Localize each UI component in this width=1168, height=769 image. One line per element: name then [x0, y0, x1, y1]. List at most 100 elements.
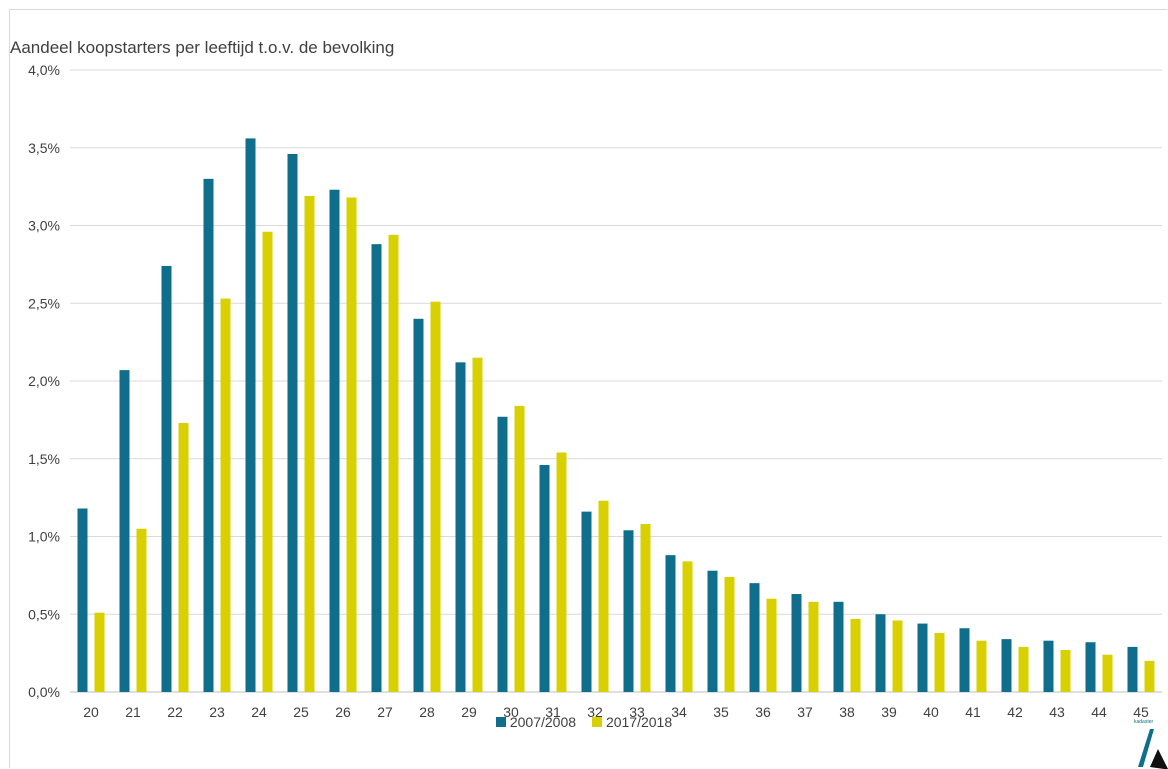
logo-text: kadaster — [1134, 719, 1154, 725]
x-tick-label: 40 — [923, 704, 939, 720]
x-tick-label: 36 — [755, 704, 771, 720]
bar-series-1-41 — [959, 628, 970, 692]
bar-series-2-37 — [808, 601, 819, 692]
bar-series-1-43 — [1043, 640, 1054, 692]
bar-series-1-27 — [371, 244, 382, 692]
legend-swatch-series-1 — [495, 717, 506, 727]
x-tick-label: 29 — [461, 704, 477, 720]
bar-series-2-39 — [892, 620, 903, 692]
bar-series-1-44 — [1085, 642, 1096, 692]
bars — [77, 138, 1155, 693]
bar-series-1-34 — [665, 555, 676, 692]
bar-series-1-24 — [245, 138, 256, 693]
bar-series-2-34 — [682, 561, 693, 692]
bar-series-1-40 — [917, 623, 928, 692]
bar-series-2-25 — [304, 195, 315, 692]
bar-series-2-30 — [514, 405, 525, 692]
chart-title: Aandeel koopstarters per leeftijd t.o.v.… — [10, 38, 395, 57]
bar-series-1-45 — [1127, 646, 1138, 692]
y-tick-label: 1,5% — [28, 451, 60, 467]
y-tick-label: 0,0% — [28, 684, 60, 700]
bar-series-2-31 — [556, 452, 567, 692]
legend-item-series-2: 2017/2018 — [591, 714, 673, 730]
bar-series-2-43 — [1060, 650, 1071, 692]
x-tick-label: 21 — [125, 704, 141, 720]
bar-series-1-25 — [287, 153, 298, 693]
bar-series-1-21 — [119, 370, 130, 692]
bar-series-1-38 — [833, 601, 844, 692]
bar-series-1-39 — [875, 614, 886, 692]
legend-label-series-1: 2007/2008 — [509, 714, 577, 730]
x-tick-label: 22 — [167, 704, 183, 720]
x-tick-label: 27 — [377, 704, 393, 720]
x-tick-label: 41 — [965, 704, 981, 720]
x-tick-label: 44 — [1091, 704, 1107, 720]
bar-series-1-23 — [203, 178, 214, 693]
x-tick-label: 20 — [83, 704, 99, 720]
bar-series-1-22 — [161, 265, 172, 692]
bar-series-2-42 — [1018, 646, 1029, 692]
bar-series-1-32 — [581, 511, 592, 692]
bar-series-1-33 — [623, 530, 634, 692]
x-tick-label: 33 — [629, 704, 645, 720]
x-tick-label: 28 — [419, 704, 435, 720]
y-tick-label: 3,5% — [28, 140, 60, 156]
bar-series-1-35 — [707, 570, 718, 692]
bar-series-2-41 — [976, 640, 987, 692]
x-tick-label: 34 — [671, 704, 687, 720]
legend-item-series-1: 2007/2008 — [495, 714, 577, 730]
x-tick-label: 39 — [881, 704, 897, 720]
bar-series-2-20 — [94, 612, 105, 692]
bar-series-2-36 — [766, 598, 777, 692]
x-tick-label: 26 — [335, 704, 351, 720]
bar-series-2-22 — [178, 422, 189, 692]
bar-series-2-23 — [220, 298, 231, 692]
x-tick-label: 30 — [503, 704, 519, 720]
bar-series-2-44 — [1102, 654, 1113, 692]
bar-series-2-38 — [850, 618, 861, 692]
bar-series-2-27 — [388, 234, 399, 692]
bar-series-2-40 — [934, 632, 945, 692]
bar-series-2-24 — [262, 231, 273, 692]
y-tick-label: 4,0% — [28, 62, 60, 78]
x-tick-label: 23 — [209, 704, 225, 720]
x-tick-label: 24 — [251, 704, 267, 720]
bar-series-2-45 — [1144, 660, 1155, 692]
bar-series-2-28 — [430, 301, 441, 692]
x-tick-label: 31 — [545, 704, 561, 720]
x-axis-ticks: 20 21 22 23 24 25 26 27 28 29 30 31 32 33 34 35 36 37 38 39… — [83, 704, 1149, 720]
x-tick-label: 43 — [1049, 704, 1065, 720]
legend-label-series-2: 2017/2018 — [605, 714, 673, 730]
y-tick-label: 0,5% — [28, 606, 60, 622]
gridlines — [70, 69, 1162, 693]
y-tick-label: 2,0% — [28, 373, 60, 389]
y-tick-label: 2,5% — [28, 295, 60, 311]
x-tick-label: 45 — [1133, 704, 1149, 720]
x-tick-label: 32 — [587, 704, 603, 720]
x-tick-label: 37 — [797, 704, 813, 720]
bar-series-1-36 — [749, 583, 760, 692]
bar-series-2-29 — [472, 357, 483, 692]
bar-series-2-21 — [136, 528, 147, 692]
x-tick-label: 38 — [839, 704, 855, 720]
x-tick-label: 25 — [293, 704, 309, 720]
kadaster-logo-icon: kadaster — [1134, 719, 1168, 769]
bar-series-1-29 — [455, 362, 466, 692]
bar-series-1-26 — [329, 189, 340, 693]
x-tick-label: 35 — [713, 704, 729, 720]
bar-series-1-28 — [413, 318, 424, 692]
bar-series-2-26 — [346, 197, 357, 692]
x-tick-label: 42 — [1007, 704, 1023, 720]
y-axis-ticks: 0,0% 0,5% 1,0% 1,5% 2,0% 2,5% 3,0% 3,5% 4,0% — [28, 62, 60, 700]
legend: 2007/2008 2017/2018 — [0, 714, 1168, 730]
bar-series-1-42 — [1001, 639, 1012, 692]
y-tick-label: 1,0% — [28, 529, 60, 545]
bar-series-2-33 — [640, 524, 651, 692]
legend-swatch-series-2 — [591, 717, 602, 727]
bar-series-2-35 — [724, 576, 735, 692]
bar-series-1-31 — [539, 464, 550, 692]
bar-series-1-20 — [77, 508, 88, 692]
bar-series-2-32 — [598, 500, 609, 692]
y-tick-label: 3,0% — [28, 218, 60, 234]
